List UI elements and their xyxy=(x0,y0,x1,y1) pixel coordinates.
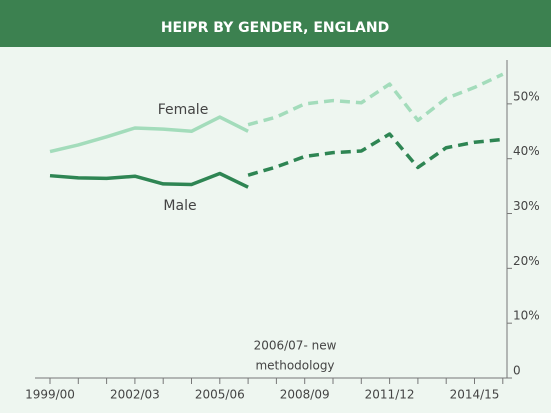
series-label: Female xyxy=(158,102,209,118)
x-tick-label: 1999/00 xyxy=(25,388,75,402)
x-tick-label: 2011/12 xyxy=(365,388,415,402)
series-line xyxy=(247,72,504,127)
series-line xyxy=(247,132,503,177)
x-tick-label: 2014/15 xyxy=(450,388,500,402)
series-line xyxy=(49,115,249,154)
series-line xyxy=(49,171,249,189)
title-bar xyxy=(0,0,551,47)
y-tick-label: 20% xyxy=(513,254,540,268)
chart-title: HEIPR BY GENDER, ENGLAND xyxy=(161,20,389,36)
y-tick-label: 50% xyxy=(513,89,540,103)
annotation: methodology xyxy=(255,359,334,373)
series-label: Male xyxy=(163,198,196,214)
x-tick-label: 2008/09 xyxy=(280,388,330,402)
x-tick-label: 2005/06 xyxy=(195,388,245,402)
y-tick-label: 30% xyxy=(513,199,540,213)
x-tick-label: 2002/03 xyxy=(110,388,160,402)
y-tick-label: 0 xyxy=(513,364,521,378)
y-tick-label: 40% xyxy=(513,144,540,158)
y-tick-label: 10% xyxy=(513,309,540,323)
annotation: 2006/07- new xyxy=(254,339,337,353)
